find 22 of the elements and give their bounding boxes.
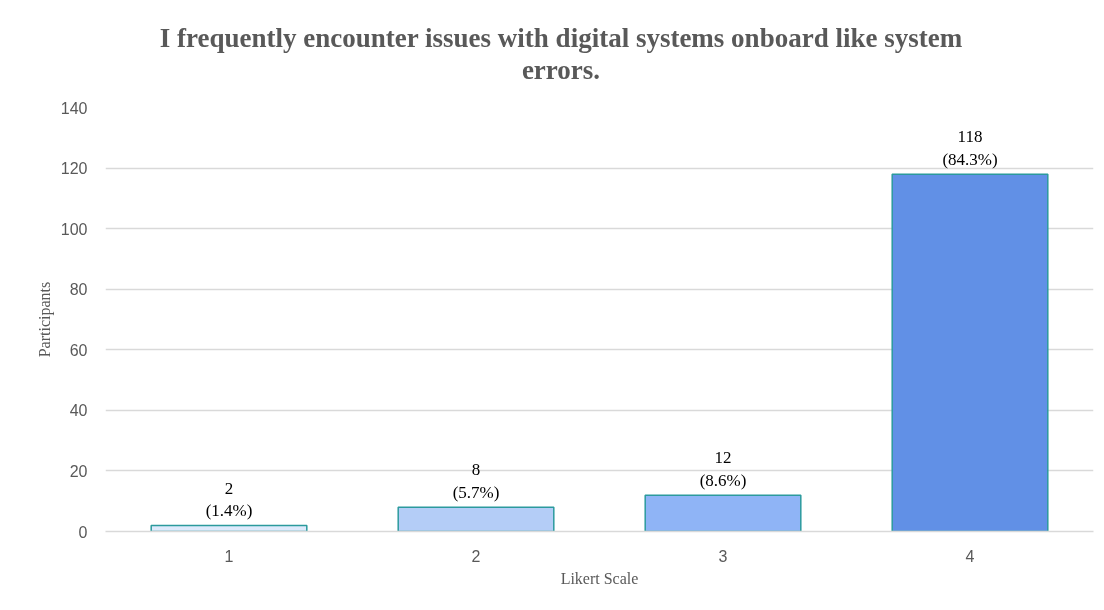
y-tick-label: 40 [69, 402, 88, 420]
x-tick-label: 4 [965, 547, 975, 565]
y-tick-label: 80 [69, 281, 88, 299]
x-tick-label: 2 [471, 547, 481, 565]
x-axis-title: Likert Scale [560, 569, 639, 587]
y-axis-title: Participants [35, 281, 54, 358]
bar [891, 173, 1049, 532]
y-tick-label: 20 [69, 462, 88, 480]
data-label: 8 (5.7%) [452, 460, 500, 503]
y-tick-label: 60 [69, 341, 88, 359]
y-tick-label: 100 [60, 220, 88, 238]
x-tick-label: 3 [718, 547, 728, 565]
x-tick-label: 1 [224, 547, 234, 565]
data-label: 2 (1.4%) [205, 478, 253, 521]
bar [644, 494, 802, 532]
bar [397, 506, 555, 532]
chart-title: I frequently encounter issues with digital systems onboard like system errors. [158, 22, 964, 86]
data-label: 118 (84.3%) [942, 127, 998, 170]
y-tick-label: 0 [78, 523, 88, 541]
data-label: 12 (8.6%) [699, 448, 747, 491]
y-tick-label: 120 [60, 160, 88, 178]
y-tick-label: 140 [60, 99, 88, 117]
